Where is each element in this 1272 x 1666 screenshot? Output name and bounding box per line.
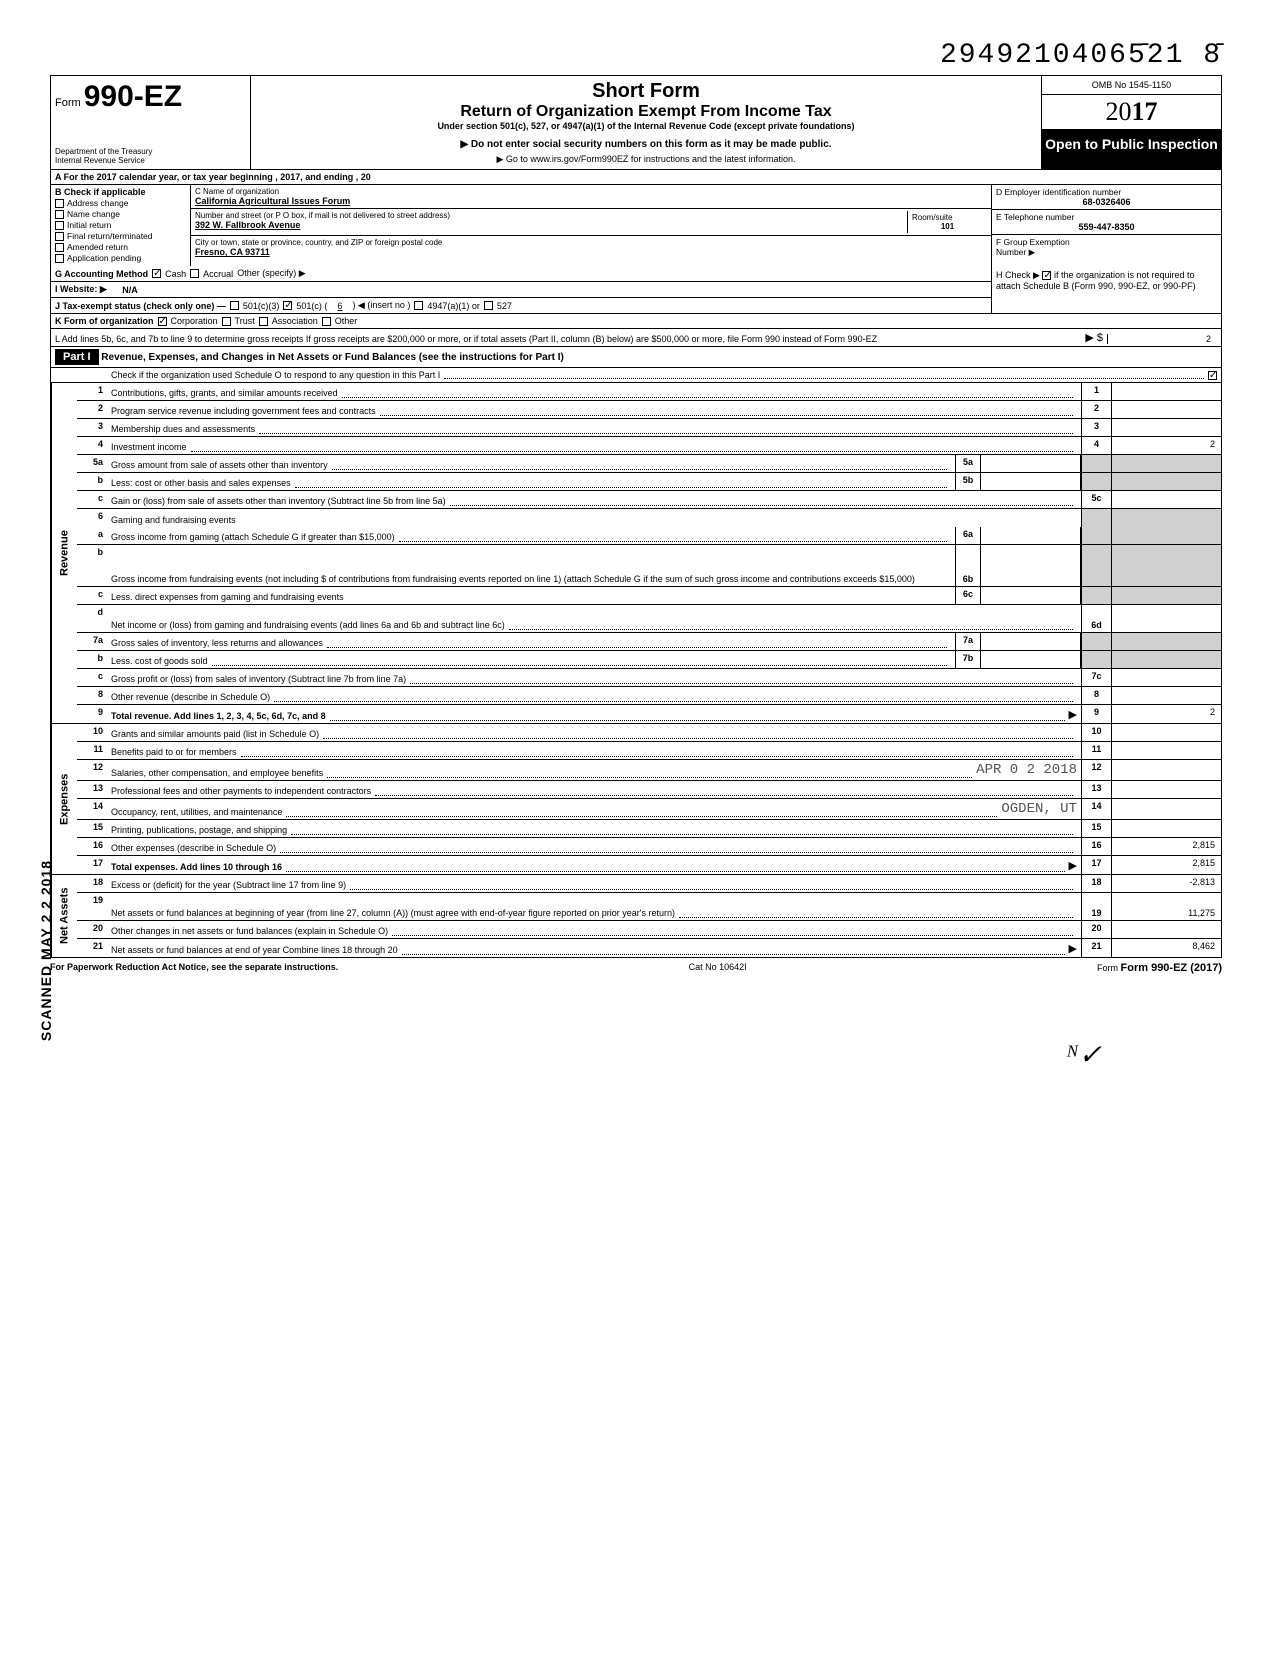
tax-year: 2017	[1042, 95, 1221, 130]
cb-h[interactable]	[1042, 271, 1051, 280]
b-header: B Check if applicable	[55, 187, 186, 197]
stamp-ogden: OGDEN, UT	[1001, 801, 1077, 817]
org-name: California Agricultural Issues Forum	[195, 196, 987, 206]
line-j: J Tax-exempt status (check only one) — 5…	[50, 298, 992, 314]
ssn-notice: ▶ Do not enter social security numbers o…	[259, 139, 1033, 150]
line-g: G Accounting Method Cash Accrual Other (…	[50, 266, 992, 282]
netassets-section: Net Assets 18Excess or (deficit) for the…	[50, 875, 1222, 958]
c-name-label: C Name of organization	[195, 187, 987, 196]
stamp-scanned: SCANNED MAY 2 2 2018	[38, 860, 54, 1041]
cb-cash[interactable]	[152, 269, 161, 278]
title-under: Under section 501(c), 527, or 4947(a)(1)…	[259, 121, 1033, 131]
form-number: Form 990-EZ	[55, 80, 246, 114]
cb-amended[interactable]	[55, 243, 64, 252]
cb-trust[interactable]	[222, 317, 231, 326]
open-inspection: Open to Public Inspection	[1042, 130, 1221, 169]
netassets-label: Net Assets	[51, 875, 77, 957]
cb-name-change[interactable]	[55, 210, 64, 219]
cb-pending[interactable]	[55, 254, 64, 263]
room-label: Room/suite	[912, 213, 983, 222]
dln-number: 29492104065̄21 8̄	[50, 40, 1222, 71]
part1-check: Check if the organization used Schedule …	[50, 368, 1222, 383]
expenses-label: Expenses	[51, 724, 77, 874]
cb-501c3[interactable]	[230, 301, 239, 310]
expenses-section: Expenses 10Grants and similar amounts pa…	[50, 724, 1222, 875]
f-label: F Group Exemption	[996, 237, 1217, 247]
cb-schedule-o[interactable]	[1208, 371, 1217, 380]
city-label: City or town, state or province, country…	[195, 238, 987, 247]
cb-address-change[interactable]	[55, 199, 64, 208]
city: Fresno, CA 93711	[195, 247, 987, 257]
revenue-label: Revenue	[51, 383, 77, 723]
initials: ᴺ✓	[50, 1038, 1222, 1072]
cb-other[interactable]	[322, 317, 331, 326]
line-l-val: 2	[1107, 334, 1217, 344]
title-short: Short Form	[259, 80, 1033, 103]
f-label2: Number ▶	[996, 247, 1217, 258]
street-label: Number and street (or P O box, if mail i…	[195, 211, 907, 220]
cb-501c[interactable]	[283, 301, 292, 310]
entity-block: B Check if applicable Address change Nam…	[50, 185, 1222, 266]
cb-assoc[interactable]	[259, 317, 268, 326]
goto-link: ▶ Go to www.irs.gov/Form990EZ for instru…	[259, 154, 1033, 165]
line-l: L Add lines 5b, 6c, and 7b to line 9 to …	[50, 329, 1222, 347]
room-val: 101	[912, 222, 983, 231]
page-footer: For Paperwork Reduction Act Notice, see …	[50, 958, 1222, 978]
stamp-apr: APR 0 2 2018	[976, 762, 1077, 778]
box-h: H Check ▶ if the organization is not req…	[992, 266, 1222, 314]
line-i: I Website: ▶ N/A	[50, 282, 992, 298]
omb-number: OMB No 1545-1150	[1042, 76, 1221, 95]
d-label: D Employer identification number	[996, 187, 1217, 197]
street: 392 W. Fallbrook Avenue	[195, 220, 907, 230]
cb-final[interactable]	[55, 232, 64, 241]
cb-initial[interactable]	[55, 221, 64, 230]
revenue-section: Revenue 1Contributions, gifts, grants, a…	[50, 383, 1222, 724]
form-header: Form 990-EZ Department of the Treasury I…	[50, 75, 1222, 170]
ein: 68-0326406	[996, 197, 1217, 207]
e-label: E Telephone number	[996, 212, 1217, 222]
dept-treasury: Department of the Treasury Internal Reve…	[55, 147, 246, 165]
title-main: Return of Organization Exempt From Incom…	[259, 103, 1033, 121]
cb-corp[interactable]	[158, 317, 167, 326]
line-a: A For the 2017 calendar year, or tax yea…	[50, 170, 1222, 185]
part1-header: Part I Revenue, Expenses, and Changes in…	[50, 347, 1222, 368]
cb-4947[interactable]	[414, 301, 423, 310]
phone: 559-447-8350	[996, 222, 1217, 232]
cb-527[interactable]	[484, 301, 493, 310]
line-k: K Form of organization Corporation Trust…	[50, 314, 1222, 329]
cb-accrual[interactable]	[190, 269, 199, 278]
